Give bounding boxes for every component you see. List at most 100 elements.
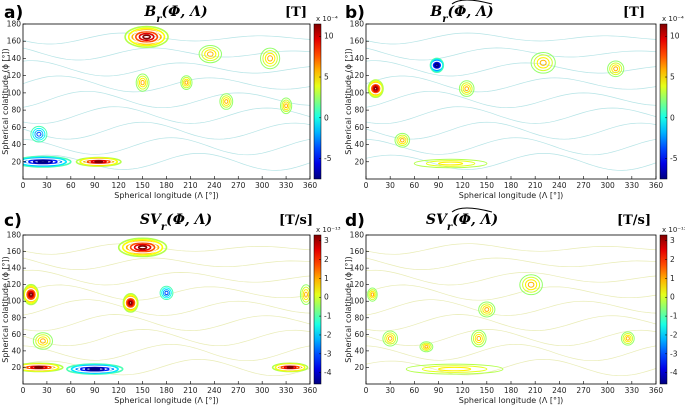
field-contour [23, 121, 310, 140]
contour-feature [382, 330, 399, 347]
contour-ring [484, 307, 490, 312]
contour-ring [367, 287, 378, 302]
contour-ring [32, 127, 46, 141]
x-tick-label: 120 [112, 386, 127, 395]
contour-ring [424, 345, 429, 349]
x-tick-label: 330 [279, 181, 294, 190]
colorbar-tick-label: -2 [324, 330, 332, 339]
x-tick-label: 210 [528, 181, 543, 190]
contour-layer [366, 32, 656, 171]
unit-label: [T] [623, 5, 645, 20]
field-contour [23, 299, 310, 316]
contour-ring [26, 288, 36, 301]
contour-feature [367, 79, 384, 99]
contour-feature [405, 363, 504, 375]
contour-feature [117, 237, 168, 258]
contour-ring [433, 62, 440, 69]
panel-title: SVr(Φ, Λ) [140, 212, 212, 233]
field-contour [366, 47, 656, 61]
contour-ring [464, 86, 470, 91]
contour-ring [37, 160, 49, 164]
contour-ring [384, 332, 397, 345]
contour-ring [400, 138, 405, 143]
panel-label: d) [345, 211, 365, 231]
contour-ring [28, 292, 33, 298]
colorbar-tick-label: 3 [670, 236, 675, 245]
contour-ring [280, 97, 293, 115]
x-tick-label: 270 [231, 386, 246, 395]
y-tick-label: 120 [7, 280, 22, 289]
contour-ring [124, 25, 169, 49]
colorbar-tick-label: 0 [670, 113, 675, 122]
colorbar-multiplier: x 10⁻⁴ [316, 15, 338, 23]
contour-ring [70, 364, 119, 374]
contour-ring [527, 281, 535, 288]
contour-feature [260, 47, 281, 70]
contour-ring [425, 160, 476, 167]
y-tick-label: 40 [354, 140, 364, 149]
contour-ring [36, 131, 42, 137]
contour-ring [267, 55, 274, 62]
contour-ring [419, 341, 434, 353]
contour-ring [369, 290, 376, 299]
y-tick-label: 60 [11, 330, 21, 339]
x-tick-label: 90 [90, 386, 100, 395]
field-contour [23, 269, 310, 286]
contour-ring [221, 95, 232, 108]
colorbar-tick-label: 1 [670, 274, 675, 283]
y-axis-label: Spherical colatitude (ϕ [°]) [1, 48, 10, 155]
contour-ring [94, 160, 104, 164]
x-axis-label: Spherical longitude (Λ [°]) [459, 191, 563, 200]
field-contour [366, 329, 656, 347]
contour-feature [607, 60, 625, 78]
contour-feature [280, 97, 293, 115]
x-tick-label: 270 [576, 181, 591, 190]
y-tick-label: 20 [354, 363, 364, 372]
y-tick-label: 120 [7, 71, 22, 80]
colorbar-tick-label: 0 [324, 113, 329, 122]
panel-3: 0 30 60 90 120 150 180 210 240 270 300 330 360204060… [1, 211, 341, 405]
x-axis-label: Spherical longitude (Λ [°]) [114, 191, 218, 200]
contour-ring [37, 336, 49, 346]
contour-ring [131, 29, 162, 45]
contour-feature [180, 75, 193, 90]
y-axis-label: Spherical colatitude (ϕ [°]) [344, 256, 353, 363]
colorbar-multiplier: x 10⁻⁴ [662, 15, 684, 23]
contour-feature [458, 80, 475, 97]
contour-ring [539, 59, 547, 66]
plot-area [23, 24, 310, 179]
field-contour [366, 257, 656, 270]
x-tick-label: 360 [303, 386, 318, 395]
colorbar [659, 234, 668, 385]
y-tick-label: 100 [7, 88, 22, 97]
y-tick-label: 160 [350, 37, 365, 46]
contour-ring [35, 334, 51, 348]
y-tick-label: 100 [350, 88, 365, 97]
y-tick-label: 40 [11, 346, 21, 355]
y-tick-label: 20 [354, 157, 364, 166]
x-tick-label: 300 [255, 181, 270, 190]
colorbar-tick-label: 5 [670, 73, 675, 82]
contour-ring [23, 155, 72, 168]
contour-ring [533, 54, 553, 72]
contour-ring [438, 366, 472, 372]
contour-core [124, 296, 137, 309]
contour-feature [429, 57, 445, 74]
field-contour [366, 153, 656, 171]
unit-label: [T] [285, 5, 307, 20]
contour-feature [135, 73, 150, 92]
colorbar-tick-label: 0 [670, 293, 675, 302]
field-contour [23, 257, 310, 270]
y-tick-label: 120 [350, 280, 365, 289]
contour-core [73, 365, 117, 373]
contour-ring [142, 34, 151, 40]
contour-ring [370, 292, 375, 297]
y-tick-label: 180 [350, 20, 365, 29]
contour-ring [382, 330, 399, 347]
field-contour [366, 32, 656, 45]
field-contour [366, 121, 656, 140]
colorbar-tick-label: -4 [324, 368, 332, 377]
x-tick-label: 300 [601, 181, 616, 190]
x-tick-label: 60 [66, 181, 76, 190]
plot-area [23, 235, 310, 384]
